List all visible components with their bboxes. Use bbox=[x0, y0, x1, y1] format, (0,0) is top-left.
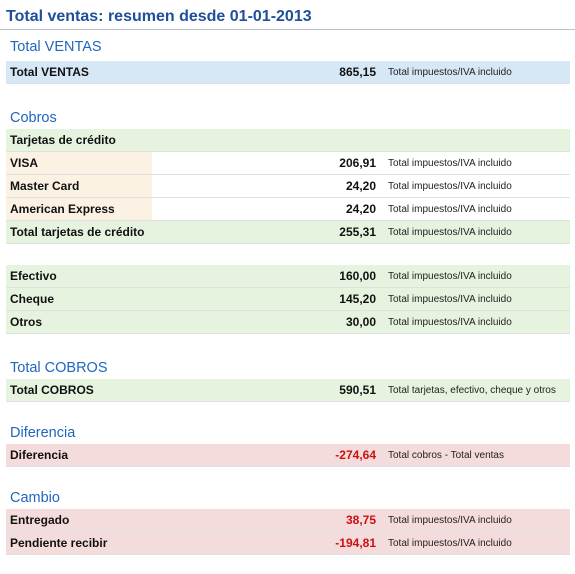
diferencia-row: Diferencia -274,64 Total cobros - Total … bbox=[6, 444, 570, 467]
card-row-amex: American Express 24,20 Total impuestos/I… bbox=[6, 198, 570, 221]
section-gap bbox=[0, 334, 575, 355]
row-label: Master Card bbox=[6, 175, 152, 197]
row-amount: 255,31 bbox=[339, 225, 376, 239]
section-heading-cambio: Cambio bbox=[10, 490, 60, 506]
section-heading-cobros: Cobros bbox=[10, 110, 57, 126]
tarjetas-header-row: Tarjetas de crédito bbox=[6, 129, 570, 152]
row-label: Total COBROS bbox=[10, 383, 94, 397]
row-label: Entregado bbox=[10, 513, 70, 527]
section-gap bbox=[0, 467, 575, 485]
page-title: Total ventas: resumen desde 01-01-2013 bbox=[6, 8, 312, 25]
row-amount: 38,75 bbox=[345, 513, 376, 527]
row-note: Total impuestos/IVA incluido bbox=[388, 293, 512, 305]
title-bar: Total ventas: resumen desde 01-01-2013 bbox=[0, 0, 575, 30]
row-note: Total impuestos/IVA incluido bbox=[388, 157, 512, 169]
card-row-mastercard: Master Card 24,20 Total impuestos/IVA in… bbox=[6, 175, 570, 198]
row-note: Total impuestos/IVA incluido bbox=[388, 316, 512, 328]
row-amount: 590,51 bbox=[339, 383, 376, 397]
row-amount: 206,91 bbox=[339, 156, 376, 170]
row-note: Total impuestos/IVA incluido bbox=[388, 226, 512, 238]
row-label: Otros bbox=[10, 315, 43, 329]
row-label: Cheque bbox=[10, 292, 55, 306]
row-amount: 160,00 bbox=[339, 269, 376, 283]
section-gap bbox=[0, 84, 575, 105]
row-note: Total impuestos/IVA incluido bbox=[388, 537, 512, 549]
total-cobros-row: Total COBROS 590,51 Total tarjetas, efec… bbox=[6, 379, 570, 402]
cobro-row-cheque: Cheque 145,20 Total impuestos/IVA inclui… bbox=[6, 288, 570, 311]
row-label: Pendiente recibir bbox=[10, 536, 108, 550]
total-ventas-row: Total VENTAS 865,15 Total impuestos/IVA … bbox=[6, 61, 570, 84]
total-tarjetas-row: Total tarjetas de crédito 255,31 Total i… bbox=[6, 221, 570, 244]
row-amount: 865,15 bbox=[339, 65, 376, 79]
row-label: Total tarjetas de crédito bbox=[10, 225, 145, 239]
card-row-visa: VISA 206,91 Total impuestos/IVA incluido bbox=[6, 152, 570, 175]
row-spacer bbox=[152, 152, 292, 174]
section-heading-total-cobros: Total COBROS bbox=[10, 360, 108, 376]
row-amount: -194,81 bbox=[335, 536, 376, 550]
section-heading-total-ventas: Total VENTAS bbox=[10, 39, 102, 55]
row-amount: -274,64 bbox=[335, 448, 376, 462]
tarjetas-header-label: Tarjetas de crédito bbox=[10, 133, 116, 147]
row-amount: 145,20 bbox=[339, 292, 376, 306]
section-gap bbox=[0, 402, 575, 420]
row-label: Diferencia bbox=[10, 448, 69, 462]
section-gap bbox=[0, 244, 575, 265]
row-note: Total impuestos/IVA incluido bbox=[388, 66, 512, 78]
row-note: Total tarjetas, efectivo, cheque y otros bbox=[388, 384, 556, 396]
row-note: Total impuestos/IVA incluido bbox=[388, 270, 512, 282]
row-note: Total impuestos/IVA incluido bbox=[388, 203, 512, 215]
row-note: Total impuestos/IVA incluido bbox=[388, 514, 512, 526]
row-amount: 24,20 bbox=[345, 179, 376, 193]
row-note: Total cobros - Total ventas bbox=[388, 449, 504, 461]
cobro-row-efectivo: Efectivo 160,00 Total impuestos/IVA incl… bbox=[6, 265, 570, 288]
cobro-row-otros: Otros 30,00 Total impuestos/IVA incluido bbox=[6, 311, 570, 334]
row-label: American Express bbox=[6, 198, 152, 220]
row-spacer bbox=[152, 198, 292, 220]
row-amount: 30,00 bbox=[345, 315, 376, 329]
row-spacer bbox=[152, 175, 292, 197]
section-heading-diferencia: Diferencia bbox=[10, 425, 76, 441]
row-note: Total impuestos/IVA incluido bbox=[388, 180, 512, 192]
row-amount: 24,20 bbox=[345, 202, 376, 216]
row-label: VISA bbox=[6, 152, 152, 174]
row-label: Efectivo bbox=[10, 269, 57, 283]
cambio-row-pendiente: Pendiente recibir -194,81 Total impuesto… bbox=[6, 532, 570, 555]
cambio-row-entregado: Entregado 38,75 Total impuestos/IVA incl… bbox=[6, 509, 570, 532]
row-label: Total VENTAS bbox=[10, 65, 89, 79]
